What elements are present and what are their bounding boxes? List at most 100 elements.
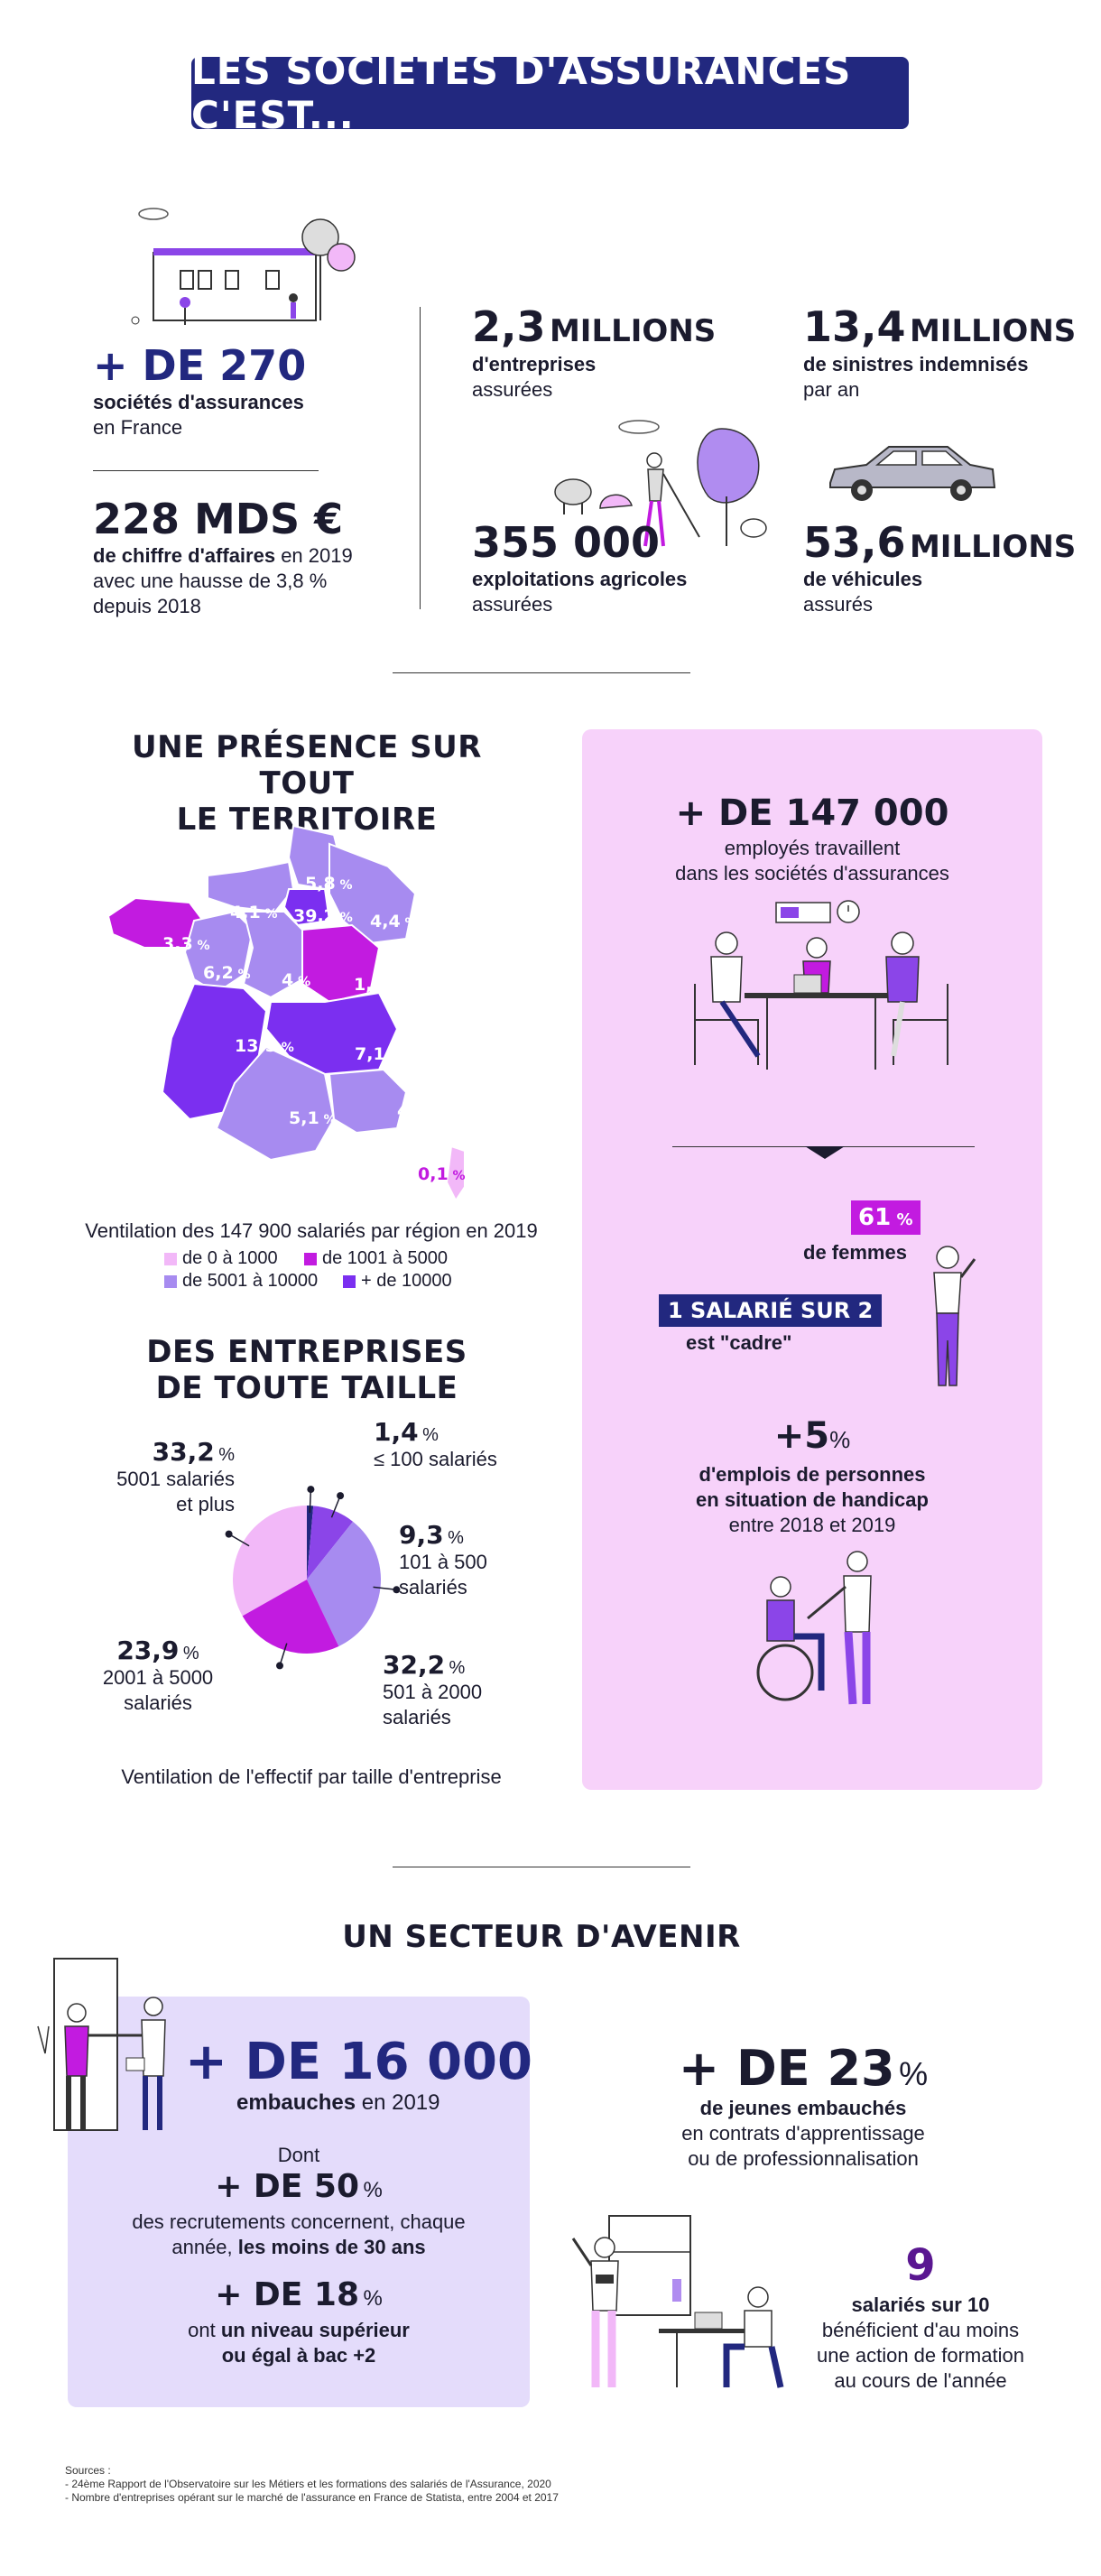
divider: [93, 470, 319, 471]
legend-swatch: [343, 1274, 356, 1288]
p50-value: + DE 50 %: [215, 2168, 383, 2205]
pie-leader-3: [373, 1586, 397, 1591]
sinistres-text1: de sinistres indemnisés: [803, 353, 1029, 375]
formation-text4: au cours de l'année: [834, 2369, 1007, 2392]
pie-slice-2: [307, 1506, 354, 1580]
entreprises-text2: assurées: [472, 378, 553, 401]
formation-text1: salariés sur 10: [851, 2293, 990, 2316]
p50-text2: année, les moins de 30 ans: [171, 2236, 426, 2258]
p50-text1: des recrutements concernent, chaque: [132, 2210, 466, 2233]
ca-text1b: en 2019: [275, 544, 353, 567]
wheelchair-illustration: [756, 1551, 872, 1705]
formation-value: 9: [905, 2240, 936, 2291]
region-label-pdl: 6,2 %: [203, 963, 251, 983]
region-label-occitanie: 5,1 %: [289, 1108, 337, 1128]
region-label-idf: 39,2 %: [293, 906, 353, 926]
region-label-centre: 4 %: [282, 970, 311, 990]
pie-label-5001: 33,2 % 5001 salariés et plus: [116, 1437, 235, 1515]
source-2: - Nombre d'entreprises opérant sur le ma…: [65, 2491, 559, 2504]
legend-swatch: [164, 1274, 177, 1288]
pie-leader-2: [330, 1495, 341, 1518]
jeunes-text1: de jeunes embauchés: [699, 2097, 907, 2119]
taille-title-line1: DES ENTREPRISES: [146, 1334, 467, 1370]
region-label-grand-est: 4,4 %: [370, 912, 418, 931]
section-divider: [393, 672, 690, 673]
training-illustration: [571, 2215, 784, 2388]
ca-text1: de chiffre d'affaires: [93, 544, 276, 567]
cadre-text: est "cadre": [686, 1331, 792, 1354]
pie-leader-0: [228, 1533, 250, 1547]
office-building-illustration: [131, 208, 356, 325]
pie-slice-1: [307, 1506, 314, 1580]
ca-text2: avec une hausse de 3,8 %: [93, 570, 328, 592]
arrow-down-icon: [805, 1146, 845, 1159]
france-map: [108, 824, 466, 1202]
pie-chart: [225, 1486, 401, 1670]
region-label-hdf: 5,8 %: [305, 874, 353, 894]
exploitations-value: 355 000: [472, 518, 661, 567]
farmer-illustration: [554, 420, 767, 547]
car-icon: [829, 446, 996, 501]
pie-slice-4: [242, 1580, 339, 1654]
region-label-paca: 4,5 %: [397, 1101, 445, 1121]
legend-swatch: [304, 1252, 317, 1265]
legend-swatch: [164, 1252, 177, 1265]
p18-value: + DE 18 %: [215, 2276, 383, 2313]
femmes-badge: 61 %: [851, 1200, 921, 1235]
vehicules-text2: assurés: [803, 593, 874, 616]
sources-title: Sources :: [65, 2464, 111, 2477]
p18-text1: ont un niveau supérieur: [188, 2319, 410, 2341]
formation-text2: bénéficient d'au moins: [821, 2319, 1020, 2341]
embauches-value: + DE 16 000: [185, 2033, 532, 2091]
p18-text2: ou égal à bac +2: [221, 2344, 376, 2367]
entreprises-unit: MILLIONS: [549, 313, 717, 349]
pie-slice-0: [233, 1506, 307, 1617]
pie-caption: Ventilation de l'effectif par taille d'e…: [121, 1765, 502, 1788]
region-label-corse: 0,1 %: [418, 1164, 466, 1184]
entreprises-value: 2,3: [472, 302, 546, 351]
embauches-text: embauches: [236, 2090, 356, 2115]
handicap-value: +5%: [773, 1415, 851, 1457]
femmes-text: de femmes: [803, 1241, 907, 1264]
legend-1001-5000: de 1001 à 5000: [304, 1248, 448, 1269]
employes-value: + DE 147 000: [675, 792, 949, 834]
jeunes-text2: en contrats d'apprentissage: [681, 2122, 925, 2145]
vehicules-unit: MILLIONS: [909, 529, 1077, 565]
sinistres-text2: par an: [803, 378, 860, 401]
pie-leader-dot-1: [307, 1486, 315, 1494]
vertical-divider: [420, 307, 421, 609]
societes-text2: en France: [93, 416, 183, 439]
sinistres-unit: MILLIONS: [909, 313, 1077, 349]
pie-leader-dot-4: [275, 1662, 283, 1670]
sinistres-value: 13,4: [803, 302, 906, 351]
formation-text3: une action de formation: [817, 2344, 1024, 2367]
employes-text2: dans les sociétés d'assurances: [675, 862, 949, 885]
region-label-bretagne: 3,3 %: [162, 934, 210, 954]
pie-label-100: 1,4 % ≤ 100 salariés: [374, 1417, 497, 1470]
pie-leader-dot-3: [393, 1586, 401, 1594]
pie-label-101-500: 9,3 % 101 à 500 salariés: [399, 1520, 487, 1598]
presence-title-line1: UNE PRÉSENCE SUR TOUT: [132, 729, 482, 802]
pie-leader-dot-0: [225, 1530, 233, 1538]
pie-label-2001-5000: 23,9 % 2001 à 5000 salariés: [102, 1635, 214, 1714]
jeunes-text3: ou de professionnalisation: [688, 2147, 919, 2170]
societes-text1: sociétés d'assurances: [93, 391, 304, 413]
legend-5001-10000: de 5001 à 10000: [164, 1271, 318, 1292]
legend-10000-plus: + de 10000: [343, 1271, 452, 1292]
societes-value: + DE 270: [93, 341, 307, 390]
page-title: LES SOCIÉTÉS D'ASSURANCES C'EST...: [191, 49, 909, 137]
embauches-year: en 2019: [356, 2090, 440, 2115]
legend-0-1000: de 0 à 1000: [164, 1248, 278, 1269]
pie-slice-3: [307, 1521, 381, 1646]
pie-leader-dot-2: [337, 1492, 345, 1500]
source-1: - 24ème Rapport de l'Observatoire sur le…: [65, 2478, 551, 2490]
region-label-ara: 7,1 %: [355, 1044, 402, 1064]
handicap-text3: entre 2018 et 2019: [728, 1514, 896, 1536]
avenir-title: UN SECTEUR D'AVENIR: [342, 1919, 741, 1955]
employes-text1: employés travaillent: [724, 837, 901, 859]
exploitations-text1: exploitations agricoles: [472, 568, 688, 590]
handicap-text1: d'emplois de personnes: [699, 1463, 926, 1486]
ca-text3: depuis 2018: [93, 595, 201, 617]
region-label-normandie: 4,1 %: [230, 903, 278, 922]
map-caption: Ventilation des 147 900 salariés par rég…: [85, 1219, 538, 1242]
